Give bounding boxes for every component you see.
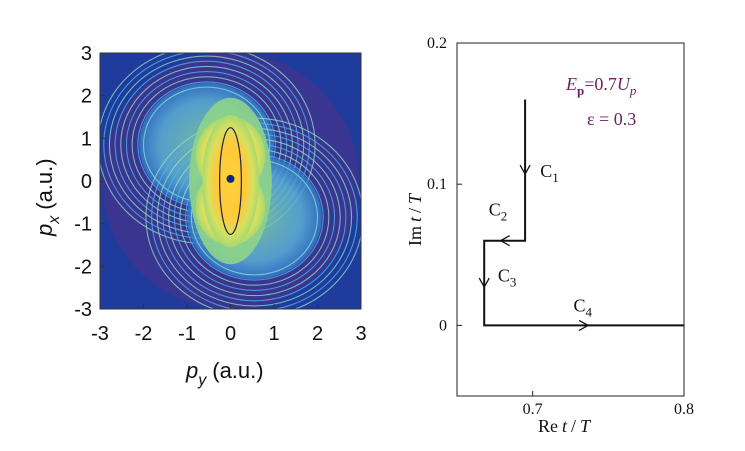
left-x-tick-label: 3 <box>355 323 366 345</box>
left-y-tick-label: -1 <box>74 214 92 236</box>
momentum-distribution-panel: -3 -2 -1 0 1 2 3 3 2 1 0 -1 -2 -3 py (a.u.) px(a.u.) <box>32 43 367 389</box>
right-y-tick-label: 0 <box>439 317 447 334</box>
right-x-tick-label: 0.7 <box>523 401 543 418</box>
left-y-tick-label: 0 <box>81 171 92 193</box>
right-x-tick-label: 0.8 <box>674 401 694 418</box>
right-y-axis-label: Imt/T <box>405 192 425 246</box>
left-y-tick-label: 2 <box>81 86 92 108</box>
segment-label: C3 <box>498 266 517 290</box>
left-x-ticks: -3 -2 -1 0 1 2 3 <box>91 304 367 345</box>
segment-label: C4 <box>574 295 593 319</box>
overlay-ellipse <box>219 127 242 235</box>
left-y-tick-label: -2 <box>74 256 92 278</box>
right-y-ticks: 0.2 0.1 0 <box>427 35 462 334</box>
right-y-tick-label: 0.1 <box>427 176 447 193</box>
left-y-ticks: 3 2 1 0 -1 -2 -3 <box>74 43 105 321</box>
contour-arrows <box>478 164 590 331</box>
energy-annotation: Ep=0.7Up <box>565 74 637 98</box>
right-x-axis-label: Re t / T <box>538 416 592 436</box>
left-x-tick-label: 2 <box>312 323 323 345</box>
left-y-axis-label: px(a.u.) <box>32 158 63 237</box>
right-y-tick-label: 0.2 <box>427 35 447 52</box>
left-x-tick-label: 0 <box>225 323 236 345</box>
contour-frame <box>456 42 685 397</box>
left-x-axis-label: py (a.u.) <box>185 358 264 389</box>
left-y-tick-label: 1 <box>81 128 92 150</box>
left-y-tick-label: 3 <box>81 43 92 65</box>
left-x-tick-label: -2 <box>135 323 153 345</box>
left-x-tick-label: -3 <box>91 323 109 345</box>
left-x-tick-label: -1 <box>178 323 196 345</box>
center-dot <box>226 174 235 183</box>
epsilon-annotation: ε = 0.3 <box>587 109 636 129</box>
segment-labels: C1 C2 C3 C4 <box>489 161 593 319</box>
left-y-tick-label: -3 <box>74 299 92 321</box>
segment-label: C2 <box>489 199 508 223</box>
contour-arrow <box>578 319 590 331</box>
contour-panel: 0.7 0.8 0.2 0.1 0 C1 C2 C3 C4 Ep=0.7Up ε = 0.3… <box>405 35 694 436</box>
segment-label: C1 <box>540 161 559 185</box>
left-x-tick-label: 1 <box>268 323 279 345</box>
contour-arrow <box>499 235 510 247</box>
contour-arrow <box>519 164 531 176</box>
contour-path <box>483 99 684 327</box>
right-x-ticks: 0.7 0.8 <box>523 391 694 418</box>
contour-arrow <box>478 277 490 289</box>
